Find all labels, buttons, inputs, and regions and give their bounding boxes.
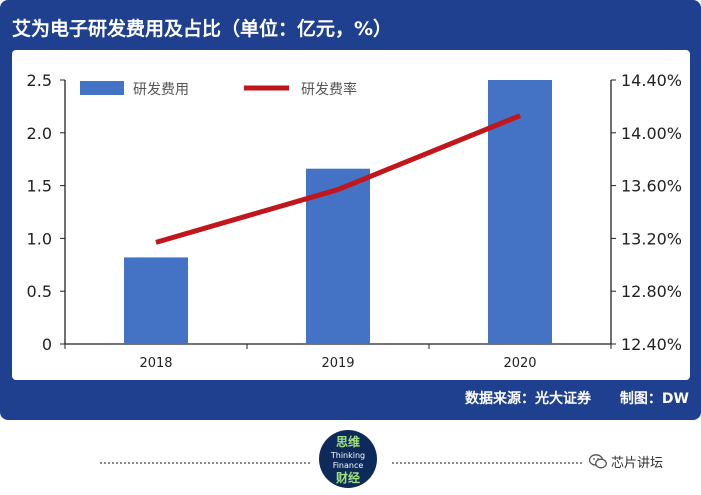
thinking-finance-logo: 思维 Thinking Finance 财经 <box>319 430 377 488</box>
y-tick-label-right: 13.60% <box>621 177 682 196</box>
logo-text-mid2: Finance <box>333 461 364 470</box>
legend-swatch-bar <box>80 81 124 95</box>
source-note: 数据来源：光大证券 制图：DW <box>465 388 689 408</box>
y-tick-label-left: 1.0 <box>27 229 52 248</box>
y-tick-label-left: 1.5 <box>27 177 52 196</box>
wechat-account-name: 芯片讲坛 <box>611 456 664 471</box>
y-tick-label-left: 2.5 <box>27 71 52 90</box>
logo-text-bottom: 财经 <box>335 470 360 485</box>
x-tick-label: 2018 <box>139 356 172 371</box>
y-tick-label-left: 2.0 <box>27 124 52 143</box>
y-tick-label-right: 14.40% <box>621 71 682 90</box>
y-tick-label-right: 12.40% <box>621 335 682 354</box>
legend-label-line: 研发费率 <box>301 81 357 98</box>
wechat-account: 芯片讲坛 <box>589 452 663 471</box>
legend-label-bar: 研发费用 <box>133 82 189 98</box>
footer-divider-left <box>100 462 310 464</box>
y-tick-label-left: 0.5 <box>27 282 52 301</box>
bar-2018 <box>124 257 188 344</box>
y-tick-label-right: 13.20% <box>621 229 682 248</box>
logo-text-mid1: Thinking <box>330 451 365 460</box>
logo-text-top: 思维 <box>336 434 360 449</box>
author-text: 制图：DW <box>619 391 689 407</box>
plot-card: 0 0.5 1.0 1.5 2.0 2.5 12.40% 12.80% 13.20% 13.60%… <box>12 50 690 380</box>
x-tick-label: 2019 <box>321 356 354 371</box>
chart-svg: 0 0.5 1.0 1.5 2.0 2.5 12.40% 12.80% 13.20% 13.60%… <box>27 71 682 371</box>
source-text: 数据来源：光大证券 <box>465 391 592 407</box>
y-tick-label-left: 0 <box>42 335 52 354</box>
chart-title: 艾为电子研发费用及占比（单位：亿元，%） <box>12 18 393 40</box>
y-tick-label-right: 14.00% <box>621 124 682 143</box>
x-tick-label: 2020 <box>503 356 536 371</box>
footer-divider-right <box>392 462 582 464</box>
y-tick-label-right: 12.80% <box>621 282 682 301</box>
wechat-icon <box>589 454 607 469</box>
bar-2020 <box>488 80 552 344</box>
